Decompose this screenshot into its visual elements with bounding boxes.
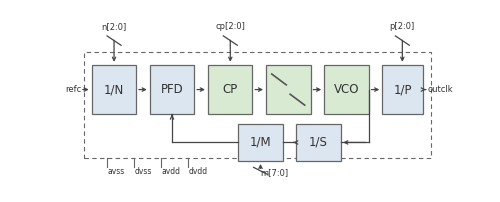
Bar [296,124,341,161]
Text: dvdd: dvdd [188,167,208,176]
Bar [324,65,368,115]
Bar [208,65,252,115]
Text: m[7:0]: m[7:0] [260,168,288,177]
Bar [238,124,282,161]
Bar [150,65,194,115]
Text: outclk: outclk [428,85,453,94]
Bar [382,65,423,115]
Text: dvss: dvss [134,167,152,176]
Text: avdd: avdd [162,167,180,176]
Text: 1/N: 1/N [104,83,124,96]
Text: n[2:0]: n[2:0] [102,22,126,31]
Text: refc: refc [66,85,82,94]
Text: CP: CP [222,83,238,96]
Text: avss: avss [107,167,124,176]
Text: 1/M: 1/M [250,136,271,149]
Text: p[2:0]: p[2:0] [390,22,415,31]
Text: cp[2:0]: cp[2:0] [216,22,245,31]
Bar [84,52,430,158]
Text: PFD: PFD [160,83,184,96]
Text: VCO: VCO [334,83,359,96]
Bar [266,65,310,115]
Bar [92,65,136,115]
Text: 1/P: 1/P [394,83,412,96]
Text: 1/S: 1/S [309,136,328,149]
